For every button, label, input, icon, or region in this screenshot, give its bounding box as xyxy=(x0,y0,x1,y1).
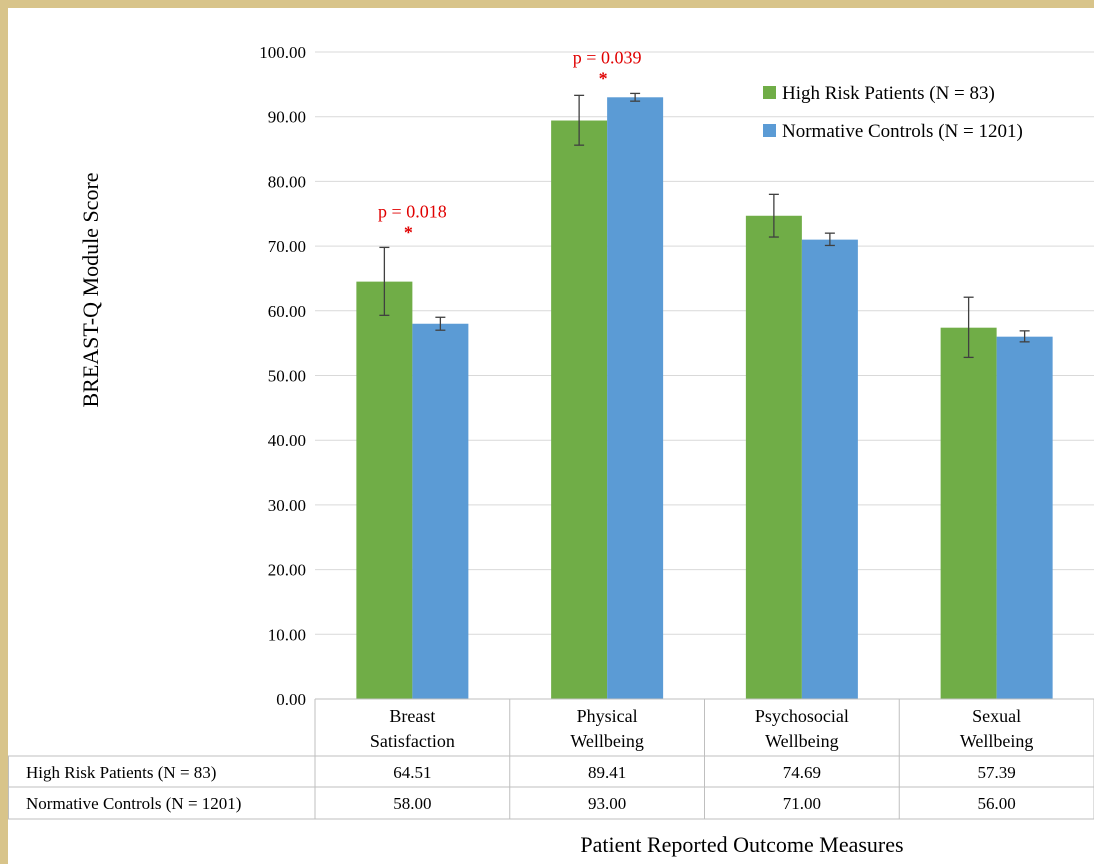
y-tick-label: 50.00 xyxy=(268,367,306,386)
bar-normative-0 xyxy=(412,323,469,699)
bar-normative-2 xyxy=(801,239,858,699)
category-label: Psychosocial xyxy=(755,706,849,726)
table-cell-value: 58.00 xyxy=(393,794,431,813)
table-cell-value: 93.00 xyxy=(588,794,626,813)
significance-annotations: p = 0.018*p = 0.039* xyxy=(378,47,641,242)
y-axis-ticks: 0.00 10.00 20.00 30.00 40.00 50.00 60.00 70.00 8… xyxy=(259,43,306,709)
chart-frame: 0.00 10.00 20.00 30.00 40.00 50.00 60.00 70.00 8… xyxy=(8,8,1094,864)
bar-high-risk-0 xyxy=(356,281,413,699)
y-tick-label: 10.00 xyxy=(268,625,306,644)
category-label: Physical xyxy=(577,706,638,726)
y-tick-label: 80.00 xyxy=(268,172,306,191)
p-value-label: p = 0.039 xyxy=(573,47,642,67)
significance-star: * xyxy=(404,222,413,242)
legend-swatch-0 xyxy=(763,86,776,99)
table-cell-value: 71.00 xyxy=(783,794,821,813)
bar-high-risk-1 xyxy=(551,120,608,699)
category-label: Satisfaction xyxy=(370,731,455,751)
legend: High Risk Patients (N = 83) Normative Con… xyxy=(763,83,1023,142)
legend-label-0: High Risk Patients (N = 83) xyxy=(782,83,995,104)
bar-high-risk-3 xyxy=(940,327,997,699)
table-cell-value: 74.69 xyxy=(783,763,821,782)
y-tick-label: 100.00 xyxy=(259,43,306,62)
table-cell-value: 56.00 xyxy=(978,794,1016,813)
category-label: Wellbeing xyxy=(570,731,644,751)
table-row-header: Normative Controls (N = 1201) xyxy=(26,794,241,813)
bar-chart: 0.00 10.00 20.00 30.00 40.00 50.00 60.00 70.00 8… xyxy=(8,43,1094,857)
category-label: Sexual xyxy=(972,706,1021,726)
table-row-header: High Risk Patients (N = 83) xyxy=(26,763,216,782)
category-label: Wellbeing xyxy=(960,731,1034,751)
y-tick-label: 60.00 xyxy=(268,302,306,321)
y-tick-label: 20.00 xyxy=(268,561,306,580)
y-tick-label: 30.00 xyxy=(268,496,306,515)
y-tick-label: 0.00 xyxy=(276,690,306,709)
bar-normative-3 xyxy=(996,336,1053,699)
bar-high-risk-2 xyxy=(745,215,802,699)
category-label: Wellbeing xyxy=(765,731,839,751)
table-cell-value: 57.39 xyxy=(978,763,1016,782)
y-tick-label: 40.00 xyxy=(268,431,306,450)
category-label: Breast xyxy=(389,706,435,726)
data-table: Breast Satisfaction Physical Wellbeing Psych… xyxy=(8,698,1094,820)
x-axis-title: Patient Reported Outcome Measures xyxy=(580,832,903,857)
legend-swatch-1 xyxy=(763,124,776,137)
y-tick-label: 90.00 xyxy=(268,108,306,127)
y-axis-title: BREAST-Q Module Score xyxy=(78,172,103,407)
table-cell-value: 89.41 xyxy=(588,763,626,782)
table-cell-value: 64.51 xyxy=(393,763,431,782)
y-tick-label: 70.00 xyxy=(268,237,306,256)
significance-star: * xyxy=(599,68,608,88)
error-bars xyxy=(379,92,1030,359)
legend-label-1: Normative Controls (N = 1201) xyxy=(782,121,1023,142)
bars xyxy=(356,97,1053,700)
p-value-label: p = 0.018 xyxy=(378,201,447,221)
bar-normative-1 xyxy=(607,97,664,700)
